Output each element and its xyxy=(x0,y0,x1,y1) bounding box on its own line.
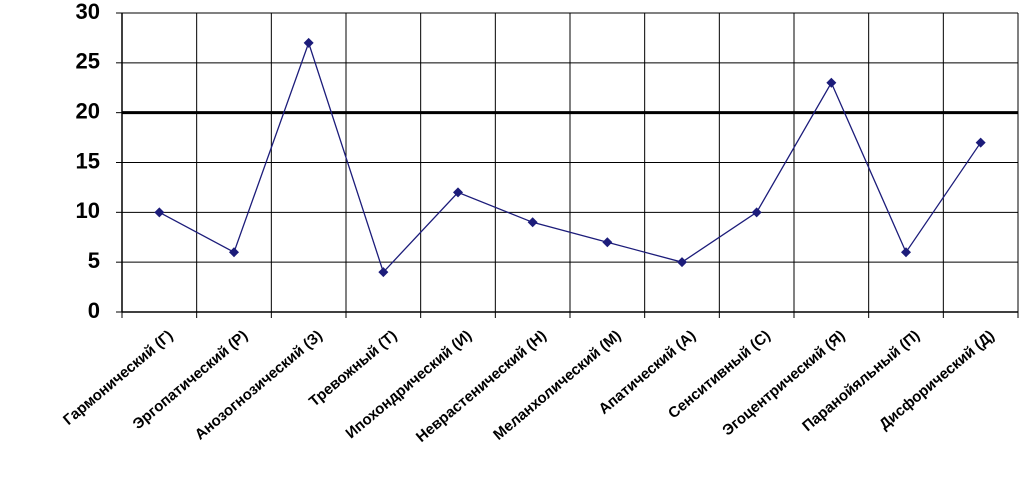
data-point xyxy=(677,257,687,268)
data-point xyxy=(453,187,463,198)
data-point xyxy=(975,137,986,148)
data-point xyxy=(229,247,239,258)
data-point xyxy=(602,237,613,248)
y-tick-label: 0 xyxy=(88,298,100,323)
y-tick-label: 15 xyxy=(76,148,100,173)
x-tick-label: Ипохондрический (И) xyxy=(343,327,476,442)
data-point xyxy=(378,267,389,278)
x-tick-label: Неврастенический (Н) xyxy=(413,327,550,446)
x-tick-label: Эгоцентрический (Я) xyxy=(719,327,848,439)
y-tick-label: 30 xyxy=(76,0,100,24)
data-line xyxy=(159,40,982,274)
data-point xyxy=(303,37,314,48)
data-point xyxy=(154,207,165,218)
data-point xyxy=(826,77,837,88)
y-tick-label: 10 xyxy=(76,198,100,223)
data-point xyxy=(527,217,538,228)
y-tick-label: 25 xyxy=(76,49,100,74)
y-tick-label: 5 xyxy=(88,248,100,273)
data-point xyxy=(901,247,911,258)
x-tick-label: Меланхолический (М) xyxy=(490,327,624,444)
y-tick-label: 20 xyxy=(76,98,100,123)
data-point xyxy=(751,207,762,218)
x-tick-label: Анозогнозический (З) xyxy=(192,327,326,443)
